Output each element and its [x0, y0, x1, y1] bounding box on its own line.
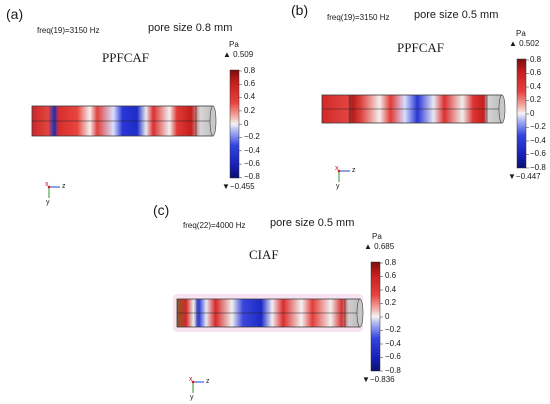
panel-b-tick-label: 0.6	[530, 68, 542, 77]
panel-a-frequency: freq(19)=3150 Hz	[37, 26, 100, 35]
panel-b-tube	[321, 94, 506, 124]
panel-a-model-title: PPFCAF	[102, 50, 149, 65]
panel-b-tick-label: −0.4	[530, 136, 546, 145]
panel-b-unit-label: Pa	[516, 29, 526, 38]
panel-c-axis-triad	[191, 380, 204, 393]
panel-b-tick-label: 0.8	[530, 55, 542, 64]
panel-b-tick-label: −0.8	[530, 163, 546, 172]
panel-a-tick-label: 0.6	[244, 79, 256, 88]
panel-c-axis-x-label: x	[189, 376, 193, 383]
panel-c-tick-label: 0.8	[385, 258, 397, 267]
panel-b-model-title: PPFCAF	[397, 40, 444, 55]
panel-a-letter: (a)	[6, 6, 24, 22]
panel-c-tick-label: 0.4	[385, 285, 397, 294]
panel-b-axis-z-label: z	[352, 167, 356, 174]
panel-b-tick-label: −0.2	[530, 122, 546, 131]
panel-b-frequency: freq(19)=3150 Hz	[327, 13, 390, 22]
panel-c-tick-label: 0	[385, 312, 390, 321]
panel-a-tick-label: −0.8	[244, 172, 260, 181]
panel-b-letter: (b)	[291, 2, 309, 18]
panel-a-axis-y-label: y	[46, 199, 50, 206]
panel-a-tick-label: 0.2	[244, 106, 256, 115]
panel-c-tick-label: 0.6	[385, 271, 397, 280]
panel-a-tick-label: −0.4	[244, 146, 260, 155]
panel-b-min-value: ▼−0.447	[508, 172, 541, 181]
panel-a-tick-label: −0.6	[244, 159, 260, 168]
panel-b-tick-label: −0.6	[530, 149, 546, 158]
panel-a-tick-label: −0.2	[244, 132, 260, 141]
panel-b-axis-y-label: y	[336, 183, 340, 190]
panel-c-max-value: ▲ 0.685	[364, 242, 395, 251]
panel-c-tick-label: 0.2	[385, 298, 397, 307]
panel-c-colorbar	[370, 261, 383, 372]
panel-c-tick-label: −0.8	[385, 366, 401, 375]
panel-a-tick-label: 0.8	[244, 66, 256, 75]
panel-c-pore-size: pore size 0.5 mm	[270, 217, 355, 229]
panel-a-axis-z-label: z	[62, 183, 66, 190]
panel-a-pore-size: pore size 0.8 mm	[148, 22, 233, 34]
panel-a-tick-label: 0.4	[244, 92, 256, 101]
panel-c-tick-label: −0.2	[385, 325, 401, 334]
panel-a-tube	[31, 105, 217, 137]
panel-b-tick-label: 0.2	[530, 95, 542, 104]
panel-a-axis-triad	[47, 185, 60, 198]
panel-a-unit-label: Pa	[229, 40, 239, 49]
panel-b-axis-triad	[337, 169, 350, 182]
panel-a-tick-label: 0	[244, 119, 249, 128]
panel-c-frequency: freq(22)=4000 Hz	[183, 221, 246, 230]
panel-b-max-value: ▲ 0.502	[509, 39, 540, 48]
panel-c-model-title: CIAF	[249, 247, 279, 262]
panel-a-max-value: ▲ 0.509	[223, 50, 254, 59]
panel-b-pore-size: pore size 0.5 mm	[414, 9, 499, 21]
panel-c-axis-y-label: y	[190, 394, 194, 401]
panel-a-colorbar	[229, 69, 242, 179]
panel-c-axis-z-label: z	[206, 378, 210, 385]
panel-c-letter: (c)	[153, 202, 170, 218]
panel-c-tube	[176, 298, 364, 328]
panel-c-tick-label: −0.6	[385, 352, 401, 361]
panel-b-tick-label: 0.4	[530, 82, 542, 91]
panel-c-min-value: ▼−0.836	[362, 375, 395, 384]
panel-b-colorbar	[516, 58, 529, 169]
panel-c-unit-label: Pa	[372, 232, 382, 241]
panel-b-tick-label: 0	[530, 109, 535, 118]
panel-a-min-value: ▼−0.455	[222, 182, 255, 191]
panel-c-tick-label: −0.4	[385, 339, 401, 348]
panel-b-axis-x-label: x	[335, 165, 339, 172]
panel-a-axis-x-label: x	[45, 181, 49, 188]
